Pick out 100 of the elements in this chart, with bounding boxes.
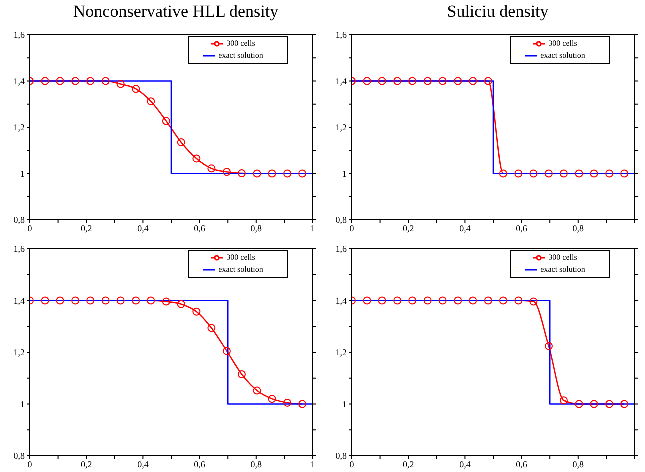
- y-tick-label: 1,2: [14, 348, 25, 358]
- point: [438, 296, 447, 305]
- y-tick-label: 0,8: [336, 451, 348, 462]
- point: [484, 296, 492, 305]
- point: [298, 170, 307, 178]
- x-tick-label: 1: [310, 223, 316, 234]
- point: [590, 400, 598, 408]
- point: [544, 342, 553, 350]
- y-tick-label: 1: [342, 168, 347, 179]
- point: [454, 296, 462, 305]
- y-tick-label: 0,8: [14, 215, 26, 226]
- x-tick-label: 0,2: [402, 459, 414, 470]
- x-tick-label: 0,8: [572, 223, 585, 234]
- y-tick-label: 1: [20, 399, 25, 410]
- point: [253, 386, 262, 395]
- y-tick-label: 1: [342, 399, 347, 410]
- x-tick-label: 0,6: [516, 223, 528, 234]
- point: [499, 296, 508, 305]
- y-tick-label: 1,4: [336, 296, 348, 306]
- x-tick-label: 0,6: [194, 459, 206, 470]
- legend-label: exact solution: [540, 50, 586, 60]
- point: [268, 170, 276, 178]
- point: [56, 296, 64, 305]
- point: [208, 164, 216, 173]
- point: [268, 395, 276, 404]
- point: [424, 296, 432, 305]
- legend-label: exact solution: [218, 264, 264, 274]
- point: [147, 98, 156, 106]
- y-tick-label: 1,4: [14, 296, 26, 306]
- chart-title: Suliciu density: [446, 1, 550, 23]
- point: [560, 396, 568, 405]
- point: [253, 170, 262, 178]
- x-tick-label: 0,8: [572, 459, 585, 470]
- point: [208, 324, 216, 332]
- point: [41, 296, 50, 305]
- x-tick-label: 0,8: [250, 223, 263, 234]
- legend-label: 300 cells: [548, 38, 578, 48]
- point: [222, 347, 231, 356]
- point: [86, 296, 95, 305]
- x-tick-label: 0: [28, 459, 33, 470]
- point: [56, 77, 64, 86]
- point: [162, 298, 170, 306]
- point: [147, 296, 156, 305]
- y-tick-label: 0,8: [14, 451, 26, 462]
- x-tick-label: 0,8: [250, 459, 263, 470]
- point: [284, 398, 292, 407]
- x-tick-label: 0,6: [516, 459, 528, 470]
- x-tick-label: 0: [350, 223, 355, 234]
- legend-label: 300 cells: [548, 252, 578, 262]
- x-tick-label: 0,4: [460, 223, 472, 234]
- point: [132, 296, 140, 305]
- y-tick-label: 1: [20, 168, 25, 179]
- point: [363, 296, 372, 305]
- y-tick-label: 1,6: [336, 244, 348, 254]
- legend-label: exact solution: [540, 264, 586, 274]
- y-tick-label: 1,6: [336, 30, 348, 40]
- legend-label: 300 cells: [226, 252, 256, 262]
- point: [116, 296, 125, 305]
- x-tick-label: 0,6: [194, 223, 206, 234]
- point: [192, 308, 201, 316]
- point: [86, 77, 95, 86]
- point: [72, 296, 80, 305]
- point: [72, 77, 80, 86]
- point: [575, 400, 584, 408]
- y-tick-label: 1,2: [336, 348, 347, 358]
- point: [238, 370, 246, 378]
- point: [192, 154, 201, 163]
- point: [102, 77, 110, 86]
- legend-label: exact solution: [218, 50, 264, 60]
- y-tick-label: 1,2: [14, 122, 25, 133]
- point: [408, 296, 417, 305]
- point: [284, 170, 292, 178]
- x-tick-label: 0: [28, 223, 33, 234]
- point: [514, 296, 523, 305]
- point: [162, 117, 170, 126]
- point: [298, 400, 307, 408]
- y-tick-label: 0,8: [336, 215, 348, 226]
- y-tick-label: 1,6: [14, 244, 26, 254]
- point: [394, 296, 402, 305]
- x-tick-label: 0,4: [460, 459, 472, 470]
- point: [238, 170, 246, 178]
- x-tick-label: 0,2: [80, 459, 92, 470]
- point: [177, 138, 186, 147]
- point: [132, 85, 140, 94]
- point: [530, 298, 538, 306]
- point: [102, 296, 110, 305]
- x-tick-label: 0,2: [402, 223, 414, 234]
- y-tick-label: 1,4: [336, 76, 348, 86]
- point: [606, 400, 614, 408]
- x-tick-label: 0,2: [80, 223, 92, 234]
- point: [177, 300, 186, 308]
- point: [41, 77, 50, 86]
- point: [378, 296, 386, 305]
- y-tick-label: 1,4: [14, 76, 26, 86]
- y-tick-label: 1,6: [14, 30, 26, 40]
- x-tick-label: 1: [310, 459, 316, 470]
- point: [116, 80, 125, 88]
- legend-label: 300 cells: [226, 38, 256, 48]
- x-tick-label: 0,4: [138, 459, 150, 470]
- x-tick-label: 0,4: [138, 223, 150, 234]
